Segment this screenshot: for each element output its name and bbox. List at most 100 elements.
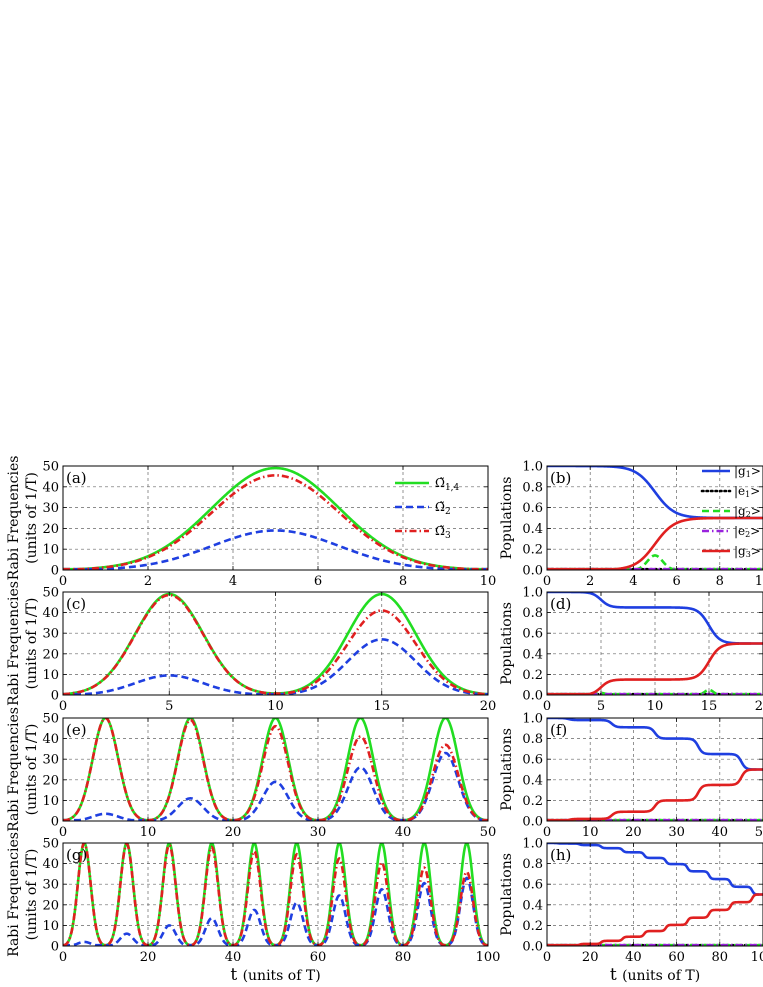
- x-tick-label: 0: [543, 574, 551, 589]
- series-line-0: [63, 718, 488, 821]
- series-line-1: [63, 876, 488, 946]
- y-tick-label: 0.8: [522, 732, 543, 747]
- x-tick-label: 10: [582, 825, 599, 840]
- x-tick-label: 15: [373, 699, 390, 714]
- series-line-2: [547, 554, 763, 570]
- legend-label: Ω̃2: [435, 500, 451, 517]
- y-tick-label: 0.2: [522, 543, 543, 558]
- x-tick-label: 4: [629, 574, 637, 589]
- x-axis-title: t (units of T): [610, 965, 700, 985]
- y-tick-label: 0.8: [522, 857, 543, 872]
- y-tick-label: 30: [42, 627, 59, 642]
- panel-label: (c): [66, 595, 86, 613]
- x-tick-label: 50: [755, 825, 763, 840]
- x-tick-label: 20: [625, 825, 642, 840]
- x-tick-label: 0: [59, 574, 67, 589]
- y-axis-units: (units of 1/T): [24, 849, 40, 941]
- series-line-0: [547, 843, 763, 896]
- y-tick-label: 40: [42, 606, 59, 621]
- x-tick-label: 40: [712, 825, 729, 840]
- plot-frame: [546, 842, 763, 947]
- x-tick-label: 20: [755, 699, 763, 714]
- y-axis-units: (units of 1/T): [24, 598, 40, 690]
- x-tick-label: 30: [310, 825, 327, 840]
- y-axis-units: (units of 1/T): [24, 472, 40, 564]
- series-line-1: [63, 529, 488, 570]
- legend-label: Ω̃3: [435, 524, 451, 541]
- y-tick-label: 1.0: [522, 460, 543, 475]
- legend-label: |g1>: [734, 464, 761, 479]
- x-tick-label: 15: [701, 699, 718, 714]
- plot-frame: [62, 591, 489, 696]
- y-tick-label: 10: [42, 919, 59, 934]
- x-tick-label: 40: [395, 825, 412, 840]
- x-tick-label: 0: [59, 699, 67, 714]
- y-tick-label: 0: [51, 815, 59, 830]
- y-tick-label: 0.0: [522, 564, 543, 579]
- y-tick-label: 40: [42, 857, 59, 872]
- series-line-2: [63, 474, 488, 570]
- y-tick-label: 1.0: [522, 712, 543, 727]
- x-tick-label: 40: [625, 950, 642, 965]
- x-tick-label: 10: [755, 574, 763, 589]
- y-tick-label: 30: [42, 501, 59, 516]
- panel-h: 0 20 40 60 80 100 0.0 0.2 0.4 0.6 0.8 1.0 (h) Populat…: [499, 837, 763, 985]
- legend: |g1> |e1> |g2> |e2> |g3>: [700, 464, 761, 559]
- y-tick-label: 20: [42, 522, 59, 537]
- x-tick-label: 6: [672, 574, 680, 589]
- panel-label: (a): [66, 469, 87, 487]
- panel-label: (b): [550, 469, 571, 487]
- y-tick-label: 10: [42, 794, 59, 809]
- legend-label: |e2>: [734, 524, 760, 539]
- y-tick-label: 10: [42, 543, 59, 558]
- y-tick-label: 0: [51, 940, 59, 955]
- x-tick-label: 0: [543, 825, 551, 840]
- series-line-4: [547, 642, 763, 695]
- x-tick-label: 60: [668, 950, 685, 965]
- x-tick-label: 20: [480, 699, 497, 714]
- x-tick-label: 8: [716, 574, 724, 589]
- x-tick-label: 40: [225, 950, 242, 965]
- x-tick-label: 0: [59, 825, 67, 840]
- series-line-0: [63, 592, 488, 695]
- x-tick-label: 50: [480, 825, 497, 840]
- y-tick-label: 0.6: [522, 501, 543, 516]
- y-tick-label: 50: [42, 586, 59, 601]
- x-tick-label: 10: [647, 699, 664, 714]
- x-tick-label: 0: [543, 950, 551, 965]
- x-tick-label: 10: [480, 574, 497, 589]
- x-tick-label: 20: [225, 825, 242, 840]
- series-line-2: [63, 718, 488, 821]
- x-tick-label: 20: [582, 950, 599, 965]
- x-tick-label: 100: [476, 950, 501, 965]
- y-tick-label: 40: [42, 732, 59, 747]
- y-tick-label: 0.4: [522, 647, 543, 662]
- x-tick-label: 8: [399, 574, 407, 589]
- legend-label: |g2>: [734, 504, 761, 519]
- y-tick-label: 0.6: [522, 753, 543, 768]
- y-axis-title: Rabi Frequencies: [6, 581, 22, 706]
- y-axis-units: (units of 1/T): [24, 724, 40, 816]
- y-tick-label: 0.4: [522, 522, 543, 537]
- panel-label: (g): [66, 846, 87, 864]
- series-line-0: [63, 843, 488, 946]
- y-tick-label: 0.2: [522, 919, 543, 934]
- y-tick-label: 1.0: [522, 586, 543, 601]
- y-tick-label: 0.0: [522, 940, 543, 955]
- plot-frame: [546, 717, 763, 822]
- series-line-2: [63, 593, 488, 695]
- y-tick-label: 50: [42, 837, 59, 852]
- y-tick-label: 10: [42, 668, 59, 683]
- series-line-0: [547, 718, 763, 771]
- y-axis-title: Rabi Frequencies: [6, 707, 22, 832]
- y-tick-label: 20: [42, 647, 59, 662]
- panel-f: 0 10 20 30 40 50 0.0 0.2 0.4 0.6 0.8 1.0 (f) Populati…: [499, 712, 763, 840]
- x-tick-label: 80: [395, 950, 412, 965]
- panel-c: 0 5 10 15 20 0 10 20 30 40 50 (c) Rabi Frequencies (u…: [6, 581, 496, 714]
- panel-g: 0 20 40 60 80 100 0 10 20 30 40 50 (g) Rabi Frequenci…: [6, 832, 500, 985]
- x-tick-label: 0: [543, 699, 551, 714]
- legend-label: |g3>: [734, 544, 761, 559]
- x-tick-label: 30: [668, 825, 685, 840]
- x-tick-label: 20: [140, 950, 157, 965]
